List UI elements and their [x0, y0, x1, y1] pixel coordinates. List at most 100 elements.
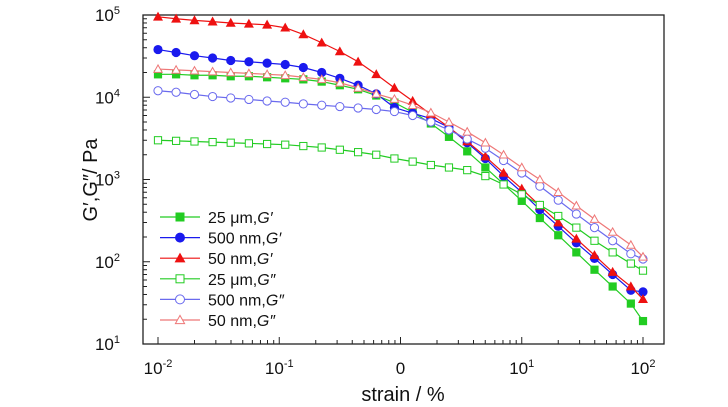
data-point — [408, 110, 418, 121]
data-point — [498, 149, 509, 159]
data-point — [516, 162, 527, 172]
axis-ticks: 10-2 10-1 0 101 102 101 102 103 104 105 — [95, 5, 656, 378]
data-point — [625, 239, 636, 249]
data-point — [298, 99, 308, 109]
data-point — [316, 37, 327, 47]
legend-label: 50 nm,G′ — [208, 251, 273, 268]
legend-item: 25 μm,G′ — [160, 210, 274, 227]
y-tick-label: 104 — [95, 87, 120, 107]
data-point — [263, 139, 272, 149]
data-point — [499, 180, 508, 189]
y-tick-label: 101 — [95, 334, 120, 354]
data-point — [353, 56, 364, 66]
legend-label: 500 nm,G″ — [208, 292, 285, 309]
data-point — [408, 157, 417, 166]
legend-item: 50 nm,G′ — [160, 251, 273, 268]
series-line — [157, 48, 644, 293]
data-point — [626, 259, 635, 268]
data-point — [353, 103, 363, 113]
data-point — [171, 87, 181, 97]
data-point — [481, 163, 490, 172]
data-point — [189, 51, 200, 61]
data-point — [626, 299, 635, 308]
data-point — [535, 213, 544, 223]
data-point — [389, 106, 400, 117]
data-point — [334, 77, 345, 87]
data-point — [262, 96, 272, 106]
legend-label: 25 μm,G′ — [208, 210, 274, 227]
legend-label: 50 nm,G″ — [208, 313, 276, 330]
series-3 — [153, 11, 648, 304]
data-point — [280, 22, 291, 32]
data-point — [353, 148, 363, 157]
data-point — [638, 316, 648, 326]
data-point — [335, 101, 345, 112]
data-point — [244, 57, 254, 67]
data-point — [626, 249, 636, 259]
legend-marker — [175, 232, 185, 243]
data-point — [638, 266, 648, 275]
legend-item: 25 μm,G″ — [160, 272, 277, 289]
data-point — [607, 226, 618, 236]
data-point — [553, 195, 563, 205]
legend-item: 50 nm,G″ — [160, 313, 276, 330]
data-point — [535, 200, 544, 210]
x-tick-label: 101 — [509, 358, 534, 378]
data-point — [189, 89, 200, 100]
data-point — [481, 171, 490, 181]
data-point — [189, 15, 200, 25]
data-point — [498, 167, 509, 177]
data-point — [462, 126, 473, 136]
data-point — [281, 140, 290, 149]
data-point — [589, 250, 600, 260]
x-tick-label: 10-1 — [265, 358, 294, 378]
data-point — [171, 136, 181, 145]
data-point — [153, 136, 163, 145]
data-point — [317, 100, 327, 110]
data-point — [334, 46, 345, 56]
data-point — [553, 187, 564, 197]
data-point — [153, 63, 163, 73]
data-point — [153, 44, 163, 55]
data-point — [207, 53, 218, 63]
y-tick-label: 103 — [95, 170, 120, 190]
data-point — [480, 137, 491, 147]
data-point — [554, 211, 563, 221]
y-tick-label: 102 — [95, 252, 120, 272]
data-point — [371, 69, 382, 79]
data-point — [463, 147, 472, 156]
data-point — [407, 100, 418, 110]
series-6 — [153, 63, 648, 261]
data-point — [353, 82, 364, 92]
data-point — [517, 190, 526, 199]
data-point — [572, 223, 581, 232]
legend-label: 25 μm,G″ — [208, 272, 277, 289]
data-point — [608, 236, 618, 246]
series-group — [153, 11, 648, 326]
data-point — [571, 200, 582, 210]
data-point — [171, 47, 181, 58]
data-point — [426, 160, 435, 170]
data-point — [608, 248, 617, 257]
data-point — [571, 209, 581, 219]
legend-marker — [175, 212, 185, 222]
data-point — [372, 150, 381, 159]
data-point — [243, 18, 254, 28]
data-point — [244, 139, 254, 148]
data-point — [190, 137, 199, 146]
data-point — [243, 68, 254, 78]
data-point — [444, 163, 454, 172]
data-point — [608, 282, 617, 291]
legend-label: 500 nm,G′ — [208, 231, 282, 248]
data-point — [444, 125, 454, 135]
data-point — [171, 64, 182, 74]
x-tick-label: 10-2 — [144, 358, 173, 378]
data-point — [371, 88, 382, 98]
data-point — [426, 117, 436, 127]
x-axis-label: strain / % — [361, 384, 445, 406]
data-point — [244, 94, 254, 105]
data-point — [590, 236, 599, 245]
data-point — [589, 213, 600, 223]
data-point — [390, 154, 399, 163]
